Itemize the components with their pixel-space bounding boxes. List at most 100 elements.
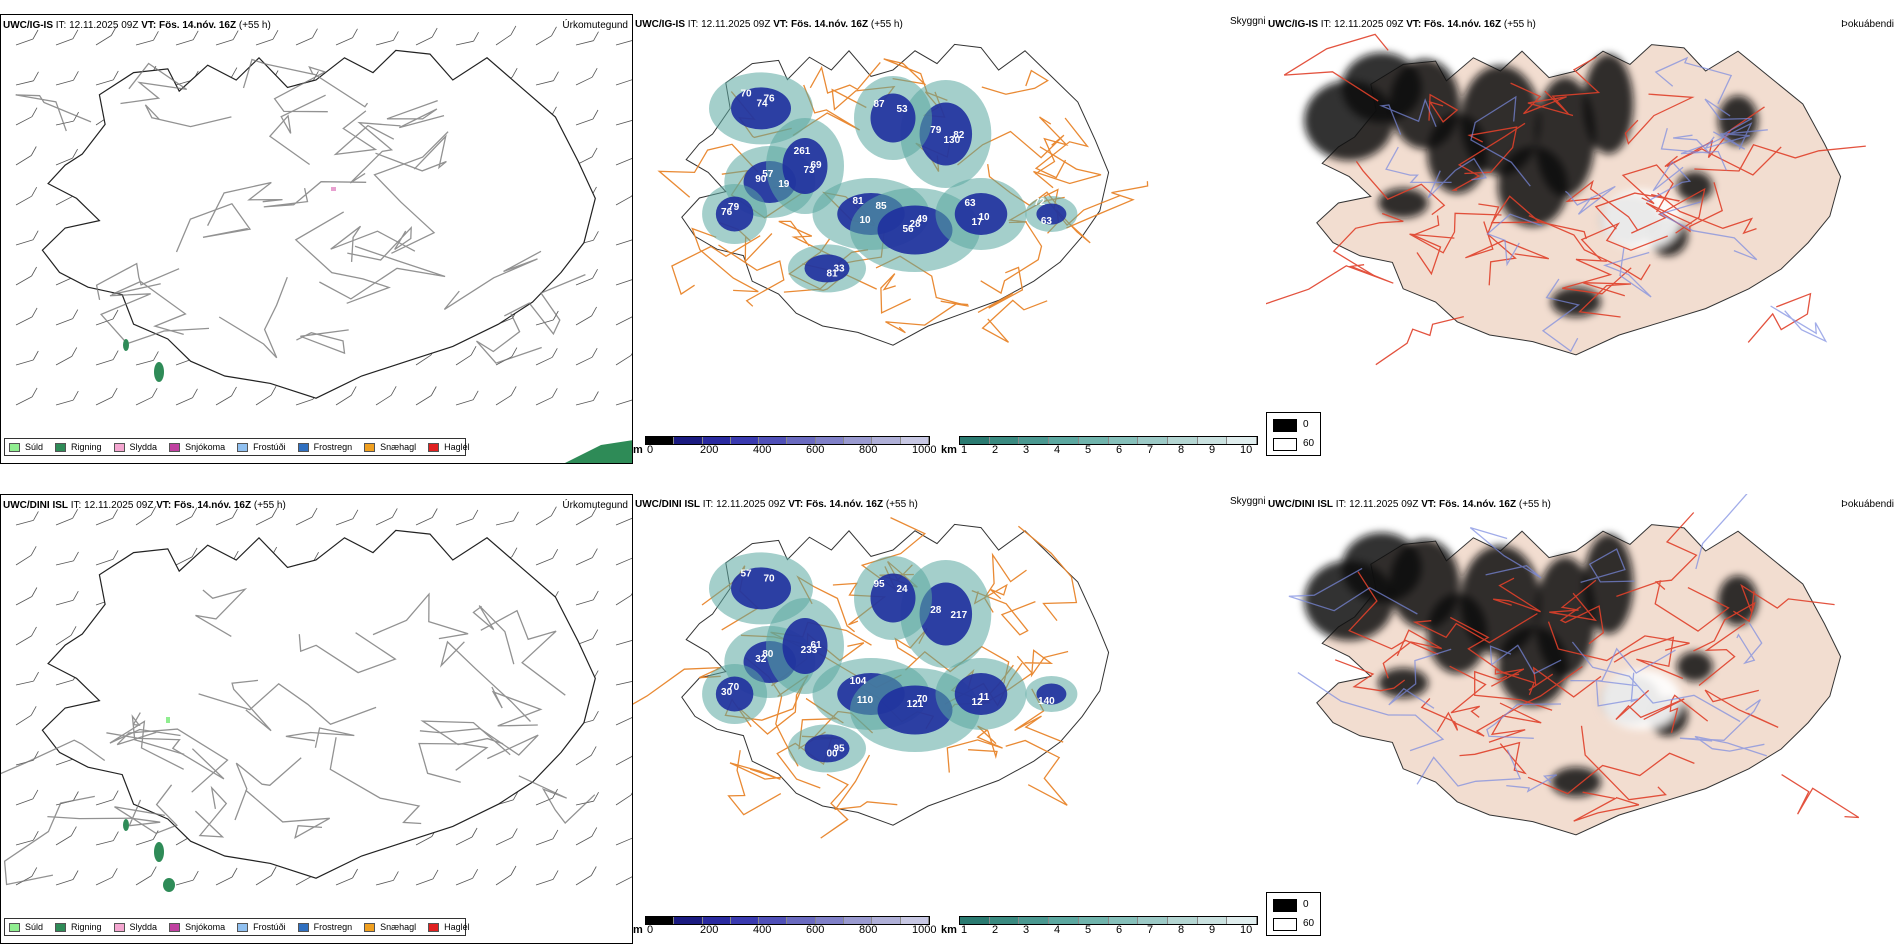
colorbar-strip — [645, 436, 930, 445]
fog-map — [1266, 33, 1866, 366]
valid-time: Fös. 14.nóv. 16Z — [806, 499, 884, 510]
colorbar-segment — [960, 437, 990, 444]
panel-header: UWC/DINI ISL IT: 12.11.2025 09Z VT: Fös.… — [3, 499, 286, 513]
visibility-value-label: 70 — [728, 682, 740, 693]
visibility-value-label: 57 — [740, 568, 752, 579]
colorbar-tick: 200 — [700, 924, 719, 936]
fog-map — [1288, 494, 1860, 836]
visibility-map: 70 57 69 10 49 79 10 87 79 33 63 76 90 73 81 28 82 17 53 76… — [657, 43, 1149, 346]
colorbar-tick: 4 — [1054, 924, 1061, 936]
colorbar-tick: 2 — [992, 924, 999, 936]
lead-time: (+55 h) — [1518, 499, 1551, 510]
legend-item: Frostregn — [297, 922, 353, 932]
colorbar-strip — [959, 436, 1258, 445]
legend-item: Súld — [9, 922, 43, 932]
legend-swatch — [428, 922, 440, 932]
colorbar-tick: 5 — [1085, 924, 1092, 936]
visibility-value-label: 28 — [909, 219, 921, 230]
colorbar-tick: 600 — [806, 924, 825, 936]
model-name: UWC/DINI ISL — [1268, 499, 1333, 510]
legend-item: Snjókoma — [169, 442, 225, 452]
visibility-value-label: 19 — [778, 179, 790, 190]
init-time: 12.11.2025 09Z — [701, 19, 771, 30]
vt-label: VT: — [773, 19, 789, 30]
legend-swatch — [297, 922, 309, 932]
colorbar-segment — [844, 437, 873, 444]
colorbar-tick: 9 — [1209, 444, 1216, 456]
legend-label: Rigning — [71, 442, 102, 452]
visibility-value-label: 24 — [896, 584, 908, 595]
colorbar-tick: 0 — [647, 444, 654, 456]
legend-label: Súld — [25, 442, 44, 452]
colorbar-tick: 1 — [961, 924, 968, 936]
colorbar-segment — [1138, 917, 1168, 924]
colorbar-tick: 10 — [1240, 924, 1253, 936]
model-name: UWC/IG-IS — [1268, 19, 1318, 30]
legend-item: Slydda — [113, 442, 158, 452]
visibility-value-label: 110 — [857, 695, 874, 706]
fog-title: Þokuábendi — [1841, 19, 1894, 30]
vt-label: VT: — [141, 20, 157, 31]
visibility-value-label: 90 — [755, 174, 767, 185]
visibility-value-label: 28 — [930, 605, 942, 616]
vt-label: VT: — [1406, 19, 1422, 30]
colorbar-tick: 3 — [1023, 924, 1030, 936]
precip-type-map — [1, 505, 632, 892]
legend-swatch — [237, 922, 249, 932]
colorbar-segment — [702, 437, 731, 444]
colorbar-tick: 1000 — [912, 444, 937, 456]
colorbar-segment — [759, 917, 788, 924]
visibility-value-label: 30 — [721, 687, 733, 698]
colorbar-segment — [1019, 917, 1050, 924]
model-name: UWC/DINI ISL — [3, 500, 68, 511]
visibility-value-label: 72 — [1034, 197, 1046, 208]
colorbar-tick: 6 — [1116, 924, 1123, 936]
visibility-value-label: 82 — [953, 130, 965, 141]
vt-label: VT: — [156, 500, 172, 511]
colorbar-segment — [900, 917, 929, 924]
colorbar-tick: 8 — [1178, 444, 1185, 456]
model-name: UWC/IG-IS — [3, 20, 53, 31]
lead-time: (+55 h) — [253, 500, 286, 511]
colorbar-tick: 200 — [700, 444, 719, 456]
visibility-value-label: 70 — [763, 573, 775, 584]
lead-time: (+55 h) — [885, 499, 918, 510]
colorbar-segment — [646, 917, 675, 924]
colorbar-segment — [730, 437, 760, 444]
visibility-value-label: 12 — [971, 697, 983, 708]
colorbar-tick: 3 — [1023, 444, 1030, 456]
colorbar-unit: km — [941, 444, 957, 456]
colorbar-tick: 400 — [753, 444, 772, 456]
legend-label: Frostregn — [313, 922, 353, 932]
legend-label: Slydda — [129, 442, 158, 452]
init-time: 12.11.2025 09Z — [84, 500, 154, 511]
legend-label: Snæhagl — [380, 442, 417, 452]
colorbar-segment — [1078, 437, 1109, 444]
colorbar-segment — [759, 437, 788, 444]
valid-time: Fös. 14.nóv. 16Z — [174, 500, 252, 511]
colorbar-tick: 7 — [1147, 444, 1154, 456]
it-label: IT: — [687, 19, 699, 30]
visibility-value-label: 63 — [1041, 216, 1053, 227]
colorbar-segment — [1019, 437, 1050, 444]
precip-type-panel-bottom: UWC/DINI ISL IT: 12.11.2025 09Z VT: Fös.… — [0, 494, 633, 944]
colorbar-segment — [1167, 917, 1198, 924]
legend-item: Haglél — [428, 442, 470, 452]
legend-label: Frostúði — [253, 442, 286, 452]
colorbar-tick: 6 — [1116, 444, 1123, 456]
colorbar-segment — [1108, 437, 1139, 444]
legend-item: Súld — [9, 442, 43, 452]
colorbar-tick: 400 — [753, 924, 772, 936]
lead-time: (+55 h) — [870, 19, 903, 30]
legend-swatch — [113, 442, 125, 452]
cloud-legend-swatch — [1273, 438, 1297, 451]
vt-label: VT: — [788, 499, 804, 510]
legend-label: Haglél — [444, 442, 470, 452]
visibility-value-label: 70 — [916, 694, 928, 705]
legend-swatch — [364, 442, 376, 452]
visibility-colorbar: km 1 2 3 4 5 6 7 8 9 10 — [941, 436, 1266, 456]
colorbar-tick: 9 — [1209, 924, 1216, 936]
fog-title: Þokuábendi — [1841, 499, 1894, 510]
legend-item: Rigning — [55, 922, 102, 932]
cloud-legend-label: 0 — [1303, 419, 1309, 430]
